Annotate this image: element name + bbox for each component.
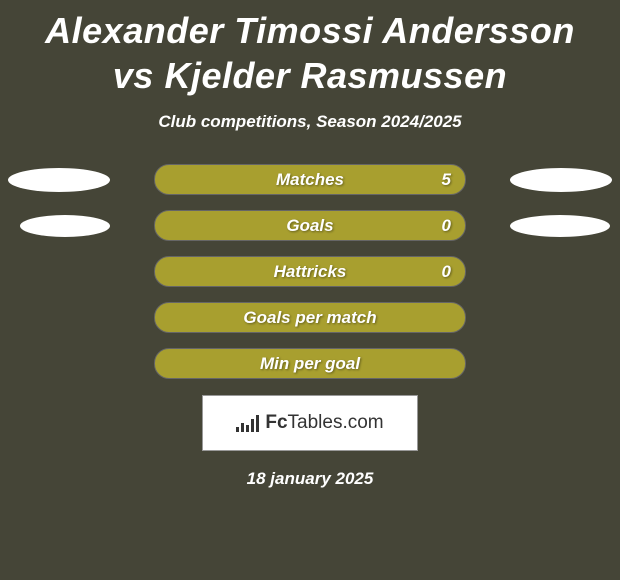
stat-label: Goals: [286, 216, 333, 236]
ellipse-left: [20, 215, 110, 237]
stat-row-min-per-goal: Min per goal: [0, 348, 620, 379]
stat-bar: Matches 5: [154, 164, 466, 195]
stat-row-matches: Matches 5: [0, 164, 620, 195]
stat-value: 5: [442, 170, 451, 190]
fctables-logo: FcTables.com: [202, 395, 418, 451]
stat-row-goals: Goals 0: [0, 210, 620, 241]
ellipse-right: [510, 168, 612, 192]
ellipse-right: [510, 215, 610, 237]
stat-row-goals-per-match: Goals per match: [0, 302, 620, 333]
date-label: 18 january 2025: [0, 469, 620, 489]
subtitle: Club competitions, Season 2024/2025: [0, 112, 620, 132]
stats-container: Matches 5 Goals 0 Hattricks 0 Goals per …: [0, 164, 620, 379]
stat-bar: Hattricks 0: [154, 256, 466, 287]
logo-text: FcTables.com: [265, 412, 383, 434]
bar-chart-icon: [236, 414, 259, 432]
ellipse-left: [8, 168, 110, 192]
stat-label: Min per goal: [260, 354, 360, 374]
stat-label: Matches: [276, 170, 344, 190]
page-title: Alexander Timossi Andersson vs Kjelder R…: [0, 0, 620, 98]
stat-row-hattricks: Hattricks 0: [0, 256, 620, 287]
stat-label: Goals per match: [243, 308, 376, 328]
stat-bar: Goals 0: [154, 210, 466, 241]
logo-container: FcTables.com: [0, 395, 620, 451]
stat-bar: Goals per match: [154, 302, 466, 333]
stat-label: Hattricks: [274, 262, 347, 282]
stat-value: 0: [442, 262, 451, 282]
stat-value: 0: [442, 216, 451, 236]
stat-bar: Min per goal: [154, 348, 466, 379]
